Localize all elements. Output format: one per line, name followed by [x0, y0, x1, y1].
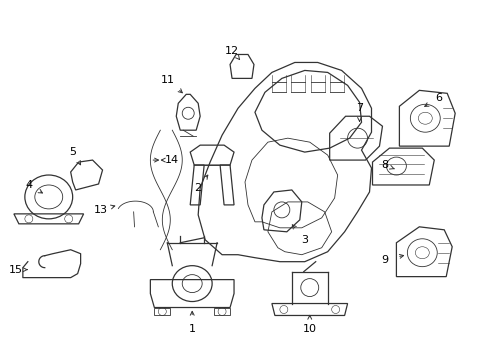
Text: 10: 10 — [302, 324, 316, 334]
Text: 13: 13 — [93, 205, 107, 215]
Text: 6: 6 — [435, 93, 442, 103]
Text: 5: 5 — [69, 147, 76, 157]
Text: 1: 1 — [188, 324, 195, 334]
Text: 9: 9 — [380, 255, 387, 265]
Text: 12: 12 — [224, 45, 239, 55]
Text: 15: 15 — [9, 265, 23, 275]
Text: 2: 2 — [194, 183, 202, 193]
Text: 4: 4 — [25, 180, 32, 190]
Text: 3: 3 — [301, 235, 307, 245]
Text: 11: 11 — [161, 75, 175, 85]
Text: 14: 14 — [165, 155, 179, 165]
Text: 7: 7 — [355, 103, 363, 113]
Text: 8: 8 — [380, 160, 387, 170]
